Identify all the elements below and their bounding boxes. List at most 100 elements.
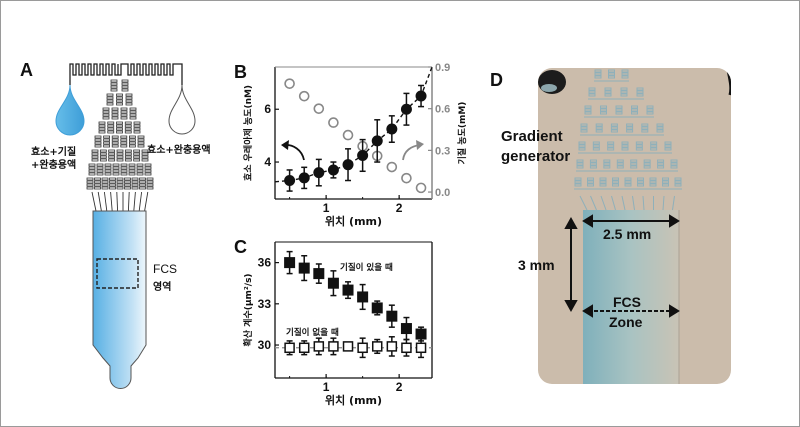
serpentine-block [110, 88, 118, 92]
x-axis-label: 위치 (mm) [325, 393, 382, 407]
outlet-channel [116, 191, 119, 212]
serpentine-block [103, 135, 110, 139]
photo-serpentine-block [662, 177, 669, 181]
serpentine-block [111, 138, 119, 142]
without-substrate-point [401, 342, 412, 354]
photo-serpentine-block [588, 87, 596, 91]
serpentine-block [96, 163, 104, 167]
photo-outlet-channel [632, 195, 635, 211]
serpentine-block [129, 113, 137, 117]
serpentine-block [102, 110, 110, 114]
photo-outlet-channel [611, 195, 616, 211]
photo-serpentine-block [643, 165, 651, 169]
serpentine-block [120, 169, 128, 173]
photo-serpentine-block [621, 69, 629, 73]
photo-serpentine-block [636, 90, 644, 94]
serpentine-block [136, 163, 144, 167]
photo-serpentine-block [656, 129, 664, 133]
photo-serpentine-block [620, 90, 628, 94]
photo-serpentine-block [615, 111, 623, 115]
y2-tick-label: 0.3 [435, 145, 450, 157]
legend-with-substrate: 기질이 있을 때 [340, 262, 393, 273]
serpentine-block [136, 172, 144, 176]
photo-serpentine-block [604, 93, 612, 97]
serpentine-block [96, 166, 104, 170]
photo-serpentine-block [587, 183, 594, 187]
serpentine-block [112, 169, 120, 173]
panel-d-label: D [490, 70, 503, 90]
serpentine-block [111, 116, 119, 120]
fcs-zone-label-2: Zone [609, 314, 643, 330]
serpentine-block [91, 152, 99, 156]
serpentine-block [109, 180, 116, 184]
serpentine-block [116, 180, 124, 184]
serpentine-block [104, 163, 112, 167]
serpentine-block [98, 124, 106, 128]
photo-serpentine-block [641, 123, 649, 127]
outlet-channel [144, 191, 149, 212]
serpentine-block [99, 149, 107, 153]
serpentine-block [111, 110, 119, 114]
serpentine-block [128, 169, 136, 173]
enzyme-point [327, 164, 339, 176]
serpentine-block [94, 183, 101, 187]
photo-serpentine-block [589, 165, 597, 169]
serpentine-block [133, 127, 141, 131]
photo-serpentine-block [576, 162, 584, 166]
without-substrate-point [342, 341, 354, 352]
serpentine-block [91, 158, 99, 162]
photo-serpentine-block [615, 105, 623, 109]
serpentine-block [86, 183, 94, 187]
serpentine-block [124, 130, 132, 134]
serpentine-block [133, 158, 141, 162]
fcs-region-label-2: 영역 [153, 282, 172, 293]
photo-serpentine-block [592, 147, 600, 151]
serpentine-block [116, 121, 123, 125]
photo-serpentine-block [641, 126, 649, 130]
x-tick-label: 1 [323, 380, 330, 394]
photo-serpentine-block [636, 93, 644, 97]
outlet-channel [97, 191, 102, 212]
serpentine-block [128, 166, 136, 170]
photo-serpentine-block [664, 141, 672, 145]
photo-serpentine-block [646, 105, 654, 109]
serpentine-block [146, 186, 154, 190]
y-axis-label: 확산 계수(μm²/s) [242, 273, 254, 346]
photo-serpentine-block [588, 90, 596, 94]
legend-without-substrate: 기질이 없을 때 [286, 327, 339, 338]
serpentine-block [133, 130, 141, 134]
outlet-channel [133, 191, 136, 212]
photo-serpentine-block [662, 183, 669, 187]
serpentine-block [144, 166, 152, 170]
enzyme-point [415, 90, 427, 102]
photo-serpentine-block [664, 147, 672, 151]
serpentine-block [104, 169, 112, 173]
serpentine-block [99, 155, 107, 159]
substrate-point [328, 117, 339, 128]
photo-serpentine-block [646, 108, 654, 112]
photo-outlet-channel [590, 195, 597, 211]
serpentine-block [108, 152, 116, 156]
serpentine-block [124, 149, 132, 153]
photo-serpentine-block [600, 105, 607, 109]
photo-serpentine-block [649, 180, 657, 184]
left-arrow-head-icon [281, 140, 289, 150]
photo-serpentine-block [641, 129, 649, 133]
photo-serpentine-block [595, 126, 603, 130]
serpentine-block [124, 186, 131, 190]
photo-serpentine-block [662, 180, 669, 184]
serpentine-block [103, 141, 110, 145]
serpentine-block [120, 135, 128, 139]
serpentine-block [131, 186, 139, 190]
substrate-point [415, 182, 427, 194]
photo-serpentine-block [635, 144, 643, 148]
height-label: 3 mm [518, 257, 555, 273]
serpentine-block [133, 155, 141, 159]
serpentine-block [96, 169, 104, 173]
photo-outlet-channel [600, 195, 607, 211]
serpentine-block [101, 177, 109, 181]
photo-serpentine-block [621, 144, 629, 148]
serpentine-block [128, 135, 136, 139]
photo-serpentine-block [600, 108, 607, 112]
